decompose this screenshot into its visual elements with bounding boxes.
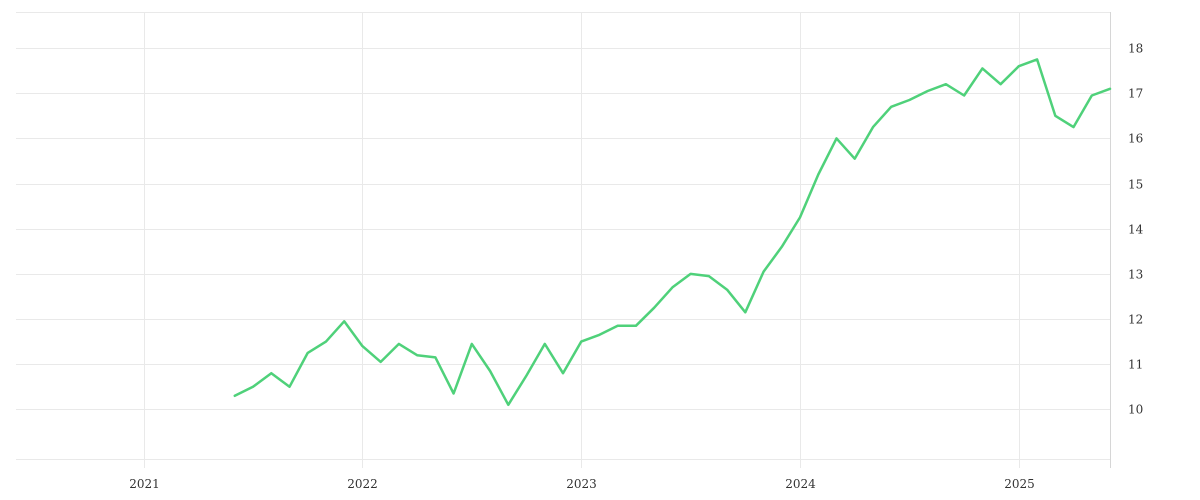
y-tick-label: 11 xyxy=(1128,358,1143,372)
y-tick-label: 12 xyxy=(1128,313,1143,327)
y-tick-label: 13 xyxy=(1128,268,1143,282)
y-tick-label: 17 xyxy=(1128,87,1143,101)
series-line xyxy=(233,58,1112,407)
x-axis-tick-labels: 2021 2022 2023 2024 2025 xyxy=(129,477,1035,491)
y-tick-label: 10 xyxy=(1128,403,1143,417)
series-group xyxy=(233,58,1112,407)
x-tick-label: 2022 xyxy=(347,477,378,491)
x-tick-label: 2025 xyxy=(1004,477,1035,491)
grid-lines xyxy=(16,12,1110,468)
y-axis-tick-labels: 10 11 12 13 14 15 16 17 18 xyxy=(1128,42,1144,417)
x-tick-label: 2023 xyxy=(566,477,597,491)
y-tick-label: 14 xyxy=(1128,223,1144,237)
x-tick-label: 2021 xyxy=(129,477,160,491)
y-tick-label: 15 xyxy=(1128,178,1143,192)
y-tick-label: 18 xyxy=(1128,42,1143,56)
x-tick-label: 2024 xyxy=(785,477,816,491)
y-tick-label: 16 xyxy=(1128,132,1143,146)
